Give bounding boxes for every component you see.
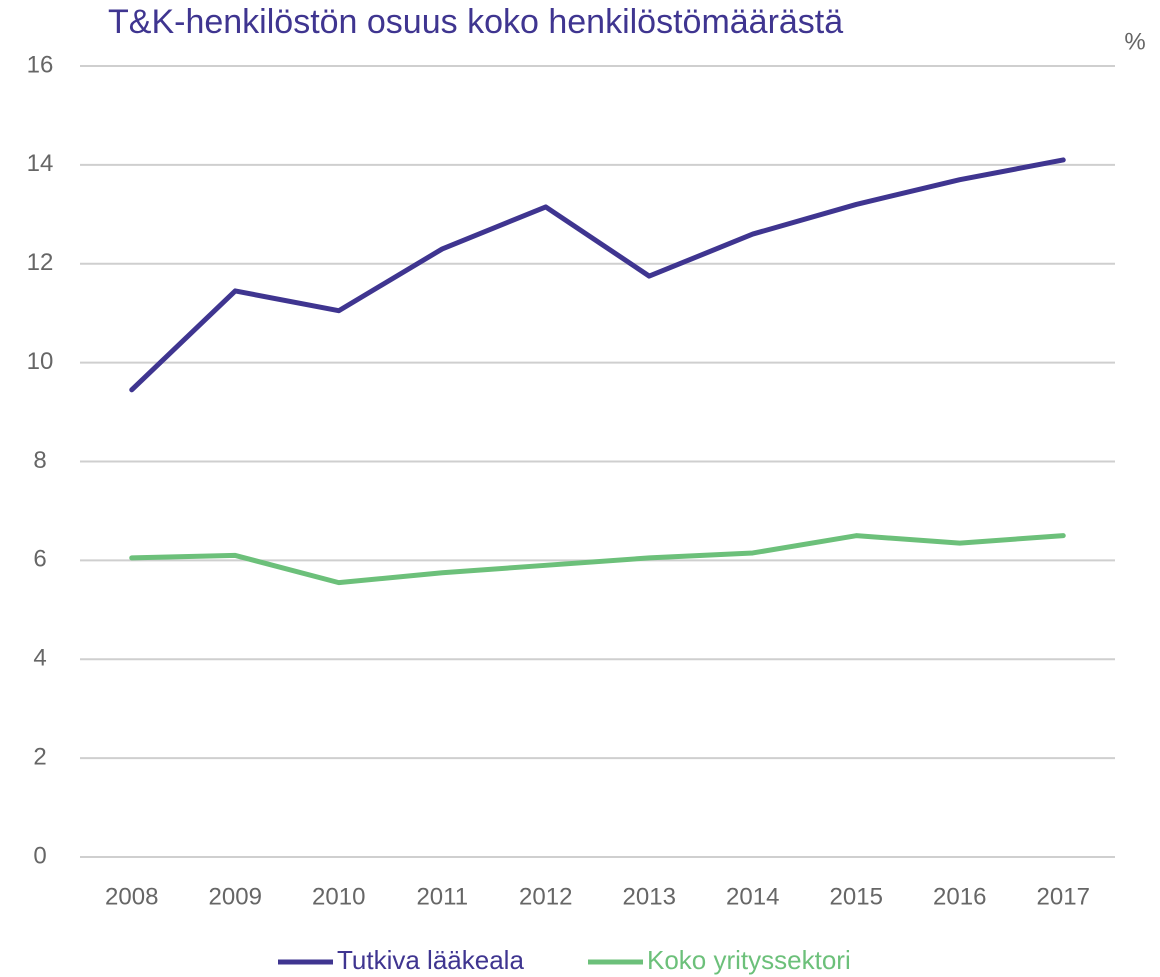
series-line [129,157,1066,393]
x-tick-label: 2010 [312,883,365,910]
legend-label: Tutkiva lääkeala [337,945,524,975]
y-tick-label: 10 [27,348,54,375]
x-tick-label: 2009 [209,883,262,910]
legend-label: Koko yrityssektori [647,945,851,975]
series-line [129,533,1066,586]
chart-title: T&K-henkilöstön osuus koko henkilöstömää… [108,3,843,41]
x-tick-label: 2014 [726,883,779,910]
y-axis-unit: % [1124,28,1145,55]
y-tick-label: 4 [33,645,46,672]
y-tick-label: 16 [27,51,54,78]
y-tick-label: 8 [33,447,46,474]
x-tick-label: 2013 [623,883,676,910]
y-tick-label: 0 [33,842,46,869]
y-tick-label: 6 [33,546,46,573]
x-tick-label: 2015 [830,883,883,910]
x-tick-label: 2017 [1037,883,1090,910]
y-tick-label: 14 [27,150,54,177]
x-tick-label: 2008 [105,883,158,910]
y-tick-label: 2 [33,743,46,770]
x-tick-label: 2016 [933,883,986,910]
x-tick-label: 2012 [519,883,572,910]
y-tick-label: 12 [27,249,54,276]
x-tick-label: 2011 [416,883,468,910]
